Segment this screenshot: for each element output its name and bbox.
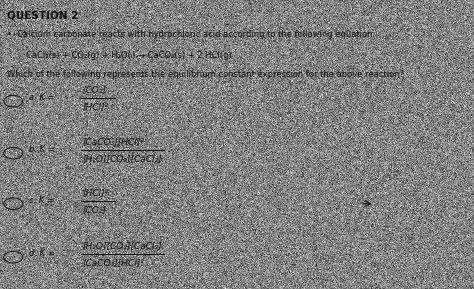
- Text: [CO₂]: [CO₂]: [83, 85, 107, 94]
- Text: [CaCO₃][HCl]²: [CaCO₃][HCl]²: [83, 137, 145, 146]
- Text: [HCl]²: [HCl]²: [83, 188, 109, 197]
- Text: •  Calcium carbonate reacts with hydrochloric acid according to the following eq: • Calcium carbonate reacts with hydrochl…: [7, 30, 375, 39]
- Text: b. K =: b. K =: [29, 145, 55, 154]
- Text: c. K =: c. K =: [29, 196, 55, 205]
- Text: a. K =: a. K =: [29, 93, 55, 102]
- Text: [H₂O][CO₂][CaCl₂]: [H₂O][CO₂][CaCl₂]: [83, 241, 163, 250]
- Text: d. K =: d. K =: [29, 249, 55, 258]
- Text: CaCl₂(s) + CO₂(g) + H₂O(ₗ) → CaCO₃(s) + 2 HCl(g): CaCl₂(s) + CO₂(g) + H₂O(ₗ) → CaCO₃(s) + …: [26, 51, 232, 60]
- Text: [CO₂]: [CO₂]: [83, 205, 107, 214]
- Text: QUESTION 2: QUESTION 2: [7, 10, 79, 20]
- Text: [H₂O][CO₂][CaCl₂]: [H₂O][CO₂][CaCl₂]: [83, 154, 163, 164]
- Text: [CaCO₃][HCl]²: [CaCO₃][HCl]²: [83, 258, 145, 268]
- Text: Which of the following represents the equilibrium constant expression for the ab: Which of the following represents the eq…: [7, 70, 404, 79]
- Text: [HCl]²: [HCl]²: [83, 102, 109, 112]
